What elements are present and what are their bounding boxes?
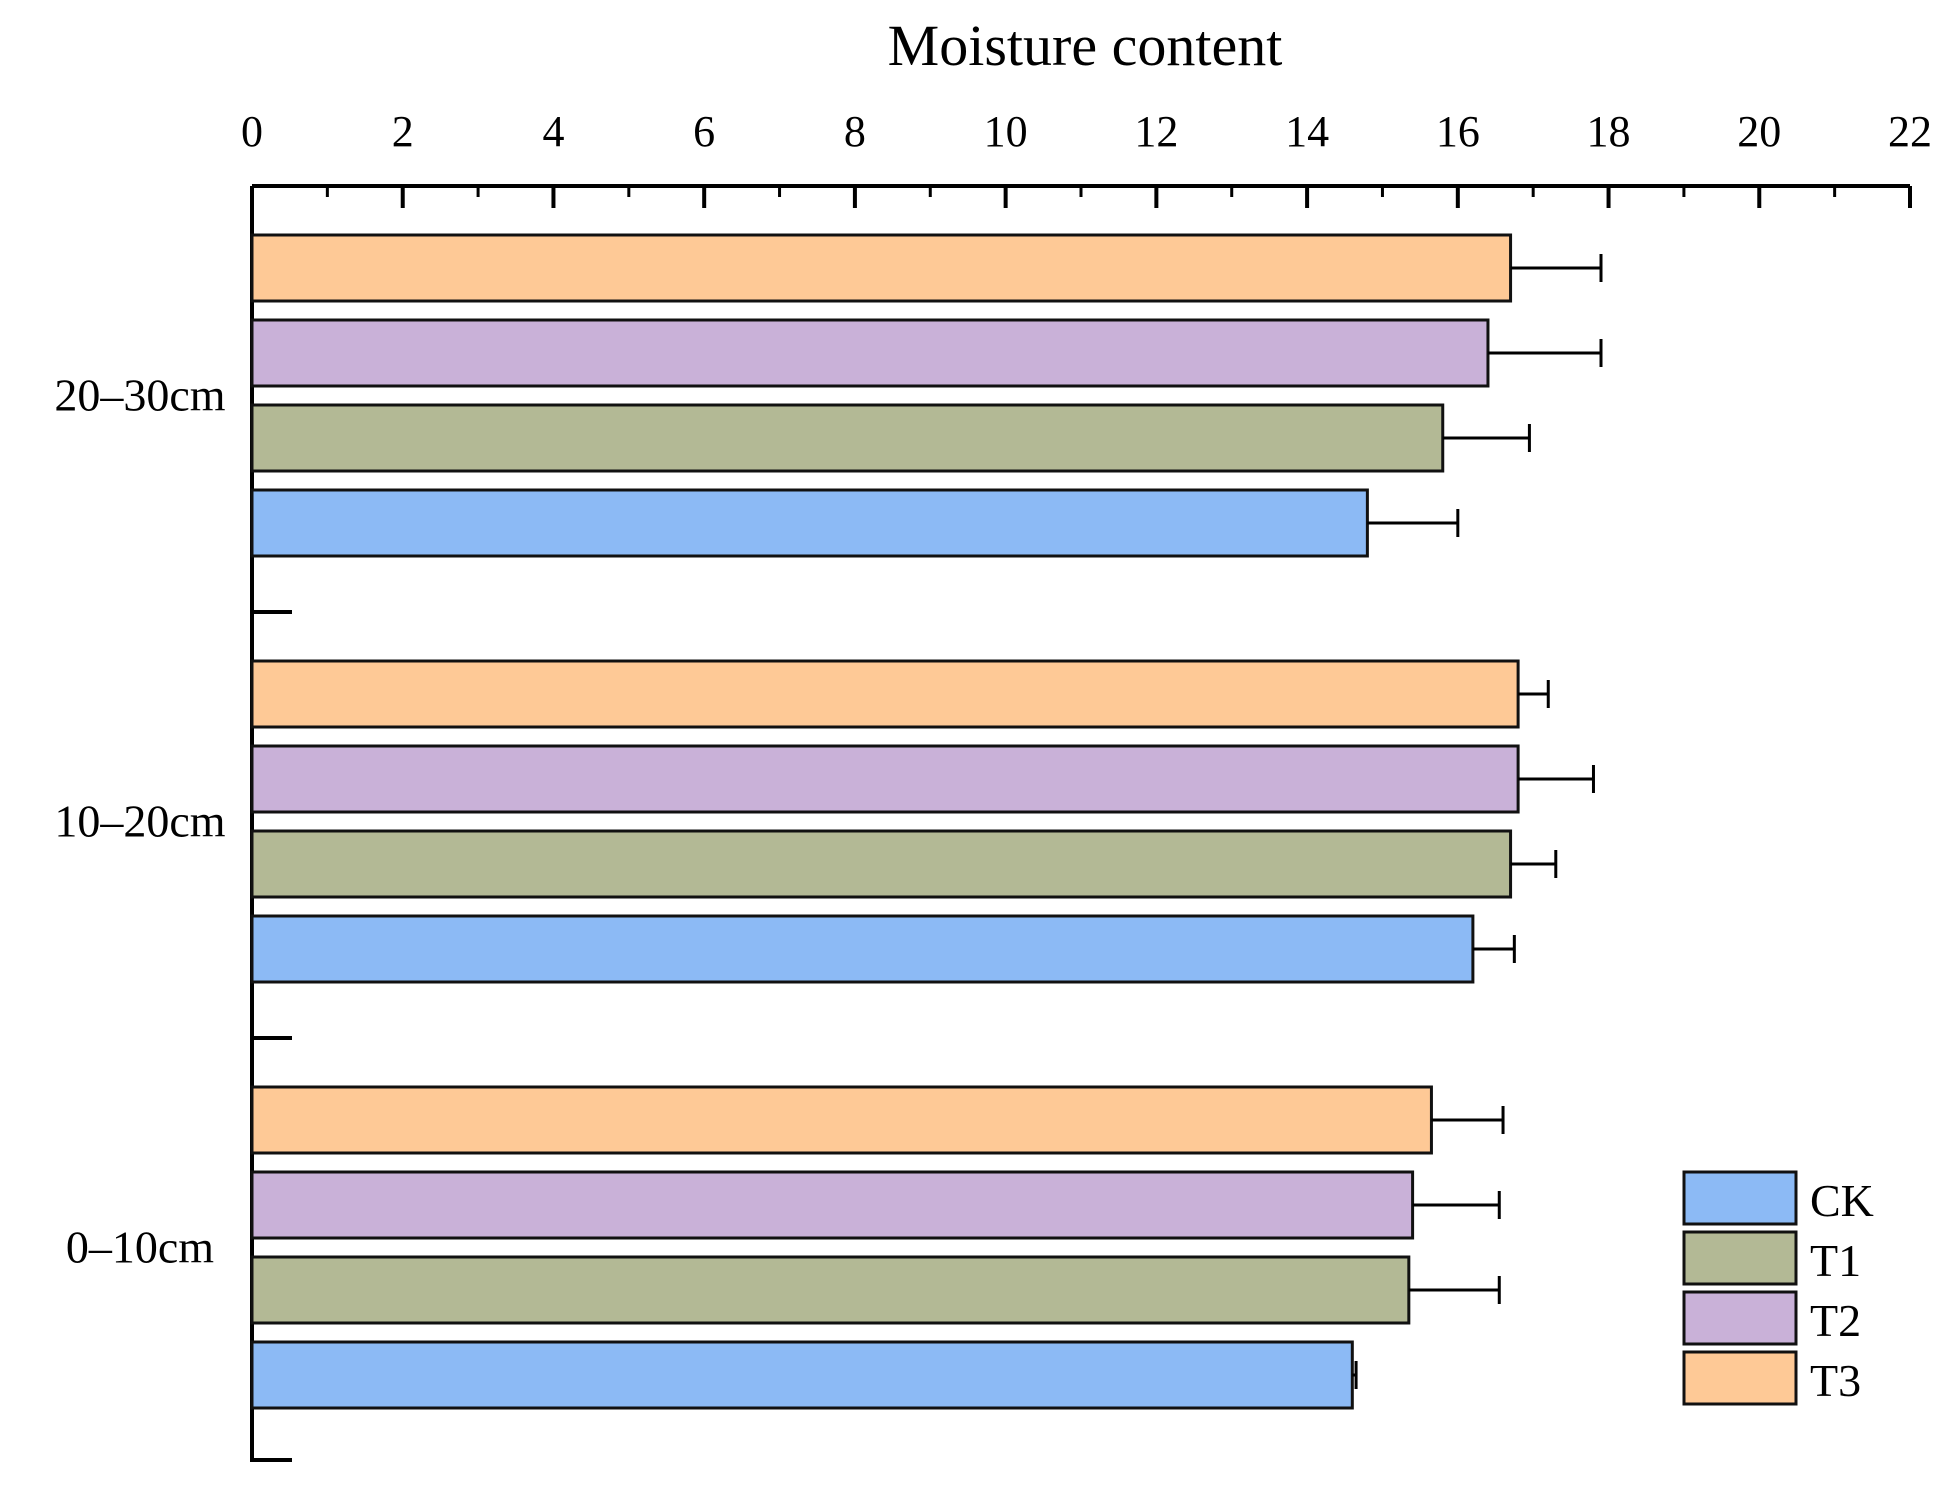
bar-ck-2 — [250, 1340, 1354, 1410]
y-category-label: 20–30cm — [54, 370, 225, 421]
legend-swatch-t1 — [1682, 1230, 1798, 1286]
x-tick-label: 22 — [1888, 107, 1932, 156]
bar-t2-2 — [250, 1170, 1415, 1240]
bar-ck-0 — [250, 488, 1369, 558]
x-tick-label: 14 — [1285, 107, 1329, 156]
x-tick-label: 18 — [1587, 107, 1631, 156]
x-tick-label: 10 — [984, 107, 1028, 156]
x-tick-label: 6 — [693, 107, 715, 156]
legend-label-t3: T3 — [1810, 1355, 1861, 1406]
bar-t3-1 — [250, 659, 1520, 729]
x-tick-label: 20 — [1737, 107, 1781, 156]
bar-t3-2 — [250, 1085, 1433, 1155]
legend-label-t1: T1 — [1810, 1235, 1861, 1286]
x-tick-label: 12 — [1134, 107, 1178, 156]
x-tick-label: 8 — [844, 107, 866, 156]
bars-layer — [250, 233, 1603, 1410]
bar-t2-0 — [250, 318, 1490, 388]
bar-ck-1 — [250, 914, 1475, 984]
x-tick-label: 0 — [241, 107, 263, 156]
x-tick-label: 4 — [542, 107, 564, 156]
chart-title: Moisture content — [888, 13, 1283, 78]
bar-t3-0 — [250, 233, 1513, 303]
legend-label-t2: T2 — [1810, 1295, 1861, 1346]
legend: CK T1 T2 T3 — [1682, 1170, 1874, 1406]
legend-swatch-t2 — [1682, 1290, 1798, 1346]
bar-t1-2 — [250, 1255, 1411, 1325]
axis-layer: 0 2 4 6 8 10 12 14 16 18 20 22 20–30cm 10–20cm 0–10cm — [54, 107, 1932, 1462]
x-tick-label: 2 — [392, 107, 414, 156]
bar-t1-0 — [250, 403, 1445, 473]
bar-t2-1 — [250, 744, 1520, 814]
x-tick-label: 16 — [1436, 107, 1480, 156]
legend-label-ck: CK — [1810, 1175, 1874, 1226]
legend-swatch-ck — [1682, 1170, 1798, 1226]
y-category-label: 0–10cm — [66, 1222, 214, 1273]
bar-t1-1 — [250, 829, 1513, 899]
legend-swatch-t3 — [1682, 1350, 1798, 1406]
y-category-label: 10–20cm — [54, 796, 225, 847]
